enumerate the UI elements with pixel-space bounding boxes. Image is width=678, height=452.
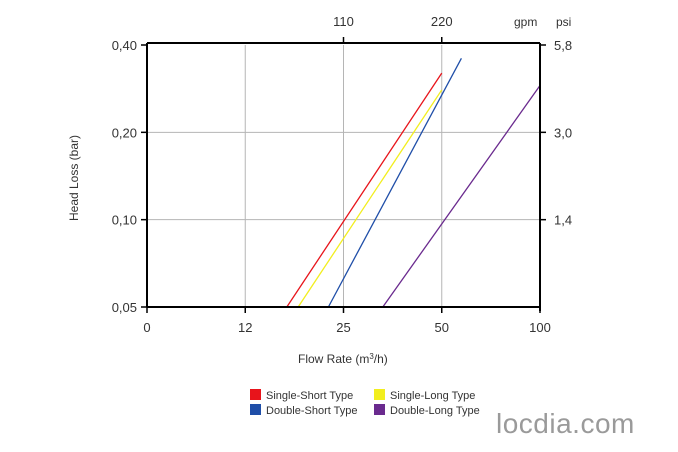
series-line	[382, 85, 541, 308]
legend-item-single-short: Single-Short Type	[250, 389, 353, 402]
right-tick-label: 3,0	[554, 125, 572, 140]
legend-label: Double-Long Type	[390, 405, 480, 417]
legend-item-double-short: Double-Short Type	[250, 404, 358, 417]
legend-label: Single-Long Type	[390, 390, 476, 402]
tick-labels: 0 12 25 50 100 0,05 0,10 0,20 0,40 110 220 1,4 3,0 5,…	[112, 14, 572, 335]
y-tick-label: 0,40	[112, 38, 137, 53]
top-tick-label: 110	[333, 14, 354, 29]
y-axis-label: Head Loss (bar)	[67, 135, 81, 221]
x-axis-label: Flow Rate (m3/h)	[298, 352, 388, 367]
legend-swatch	[250, 389, 261, 400]
top-unit-label: gpm	[514, 15, 537, 29]
x-tick-label: 12	[238, 320, 252, 335]
series-line	[286, 72, 443, 308]
legend-label: Single-Short Type	[266, 390, 354, 402]
legend-label: Double-Short Type	[266, 405, 358, 417]
legend-item-single-long: Single-Long Type	[374, 389, 475, 402]
legend-swatch	[374, 389, 385, 400]
legend-swatch	[250, 404, 261, 415]
right-tick-label: 5,8	[554, 38, 572, 53]
x-tick-label: 25	[336, 320, 350, 335]
x-tick-label: 50	[435, 320, 449, 335]
watermark: locdia.com	[496, 408, 635, 439]
y-tick-label: 0,10	[112, 213, 137, 228]
top-tick-label: 220	[431, 14, 453, 29]
series-lines	[286, 57, 541, 308]
series-line	[327, 57, 462, 308]
right-unit-label: psi	[556, 15, 571, 29]
x-tick-label: 100	[529, 320, 551, 335]
right-tick-label: 1,4	[554, 213, 572, 228]
legend-item-double-long: Double-Long Type	[374, 404, 480, 417]
y-tick-label: 0,20	[112, 125, 137, 140]
legend-swatch	[374, 404, 385, 415]
series-line	[297, 89, 443, 308]
axes-frame	[141, 37, 546, 313]
grid-lines	[147, 45, 540, 307]
x-tick-label: 0	[143, 320, 150, 335]
y-tick-label: 0,05	[112, 300, 137, 315]
